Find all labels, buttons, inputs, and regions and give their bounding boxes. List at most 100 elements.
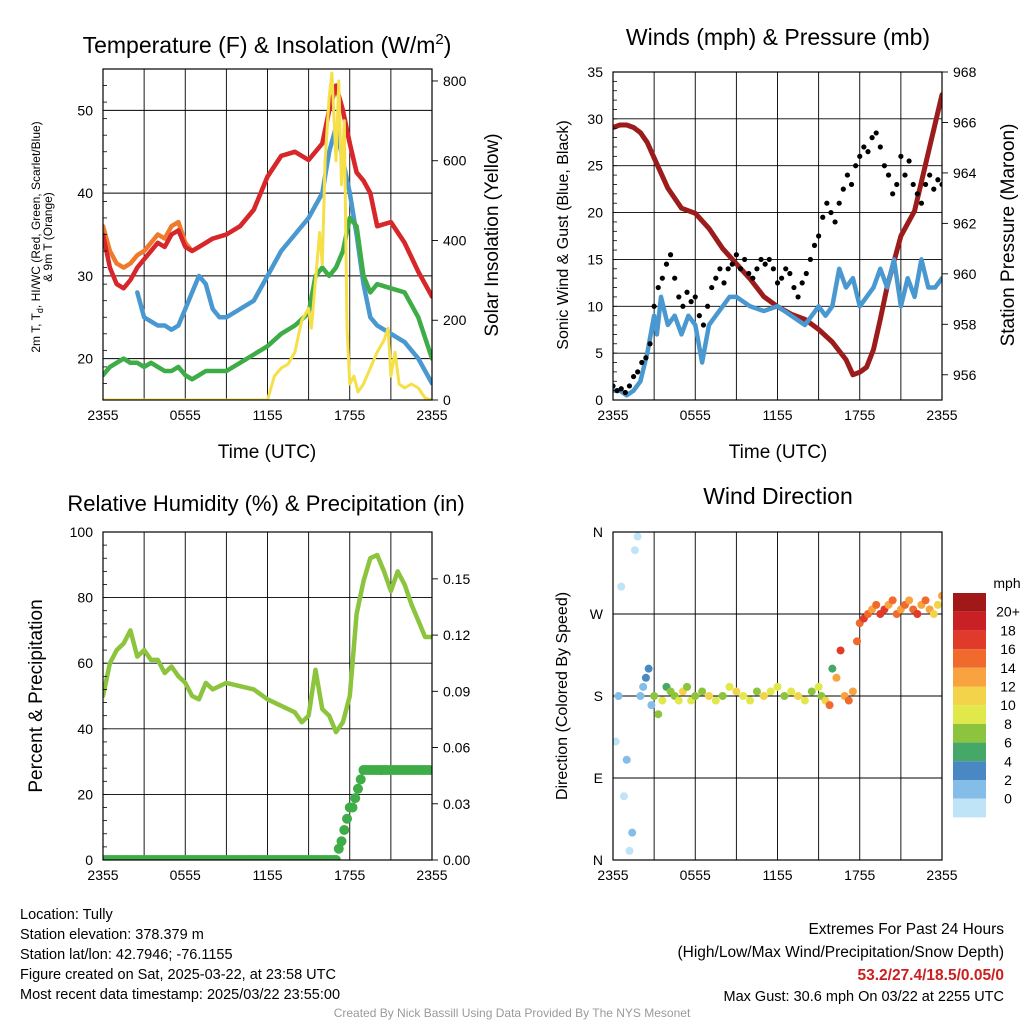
wind-gust-point (799, 280, 805, 286)
max-gust-text: Max Gust: 30.6 mph On 03/22 at 2255 UTC (723, 989, 1004, 1005)
temp-x-tick-label: 0555 (170, 407, 201, 423)
wind-gust-point (873, 130, 879, 136)
dir-x-tick-label: 2355 (597, 867, 628, 883)
dir-direction-point (746, 696, 755, 705)
dir-direction-point (921, 596, 930, 605)
wind-gust-point (676, 294, 682, 300)
direction-panel: Wind Direction Direction (Colored By Spe… (554, 483, 1021, 800)
dir-direction-point (644, 664, 653, 673)
wind-gust-point (910, 181, 916, 188)
direction-chart-title: Wind Direction (703, 483, 853, 509)
dir-direction-point (853, 637, 862, 646)
wind-y-tick-label: 25 (587, 158, 603, 174)
temp-y-tick-label: 50 (77, 102, 93, 118)
elevation-text: Station elevation: 378.379 m (20, 927, 204, 943)
wind-x-tick-label: 2355 (597, 407, 628, 423)
wind-gust-point (758, 256, 764, 263)
svg-text:2m T, Td, HI/WC (Red, Green, S: 2m T, Td, HI/WC (Red, Green, Scarlet/Blu… (29, 121, 45, 352)
recent-data-text: Most recent data timestamp: 2025/03/22 2… (20, 987, 341, 1003)
location-text: Location: Tully (20, 907, 113, 923)
wind-gust-point (672, 275, 678, 281)
wind-gust-point (902, 172, 908, 178)
humidity-y-axis-label: Percent & Precipitation (26, 599, 47, 792)
wind-gust-point (770, 266, 776, 272)
dir-y-tick-label: S (594, 688, 603, 704)
wind-y2-tick-label: 958 (953, 316, 977, 332)
dir-direction-point (794, 692, 803, 700)
rh-rh-line (103, 552, 432, 735)
rh-precip-point (355, 774, 366, 785)
temp-y-tick-label: 20 (77, 351, 93, 367)
speed-legend-label: 4 (1004, 753, 1012, 769)
extremes-info: Extremes For Past 24 Hours (High/Low/Max… (678, 918, 1005, 1007)
rh-y-tick-label: 20 (77, 786, 93, 802)
dir-direction-point (825, 701, 834, 710)
rh-x-tick-label: 2355 (87, 867, 118, 883)
humidity-panel: Relative Humidity (%) & Precipitation (i… (26, 491, 465, 793)
wind-y2-tick-label: 962 (953, 215, 977, 231)
speed-legend-swatch (953, 798, 986, 818)
wind-gust-point (898, 153, 904, 159)
speed-legend-label: 8 (1004, 716, 1012, 732)
wind-gust-point (709, 284, 715, 291)
wind-gust-point (613, 383, 616, 389)
wind-x-tick-label: 1155 (762, 407, 792, 423)
temp-y2-tick-label: 400 (443, 232, 467, 248)
dir-direction-point (641, 673, 650, 682)
temp-y-tick-label: 30 (77, 268, 93, 284)
wind-gust-point (840, 186, 846, 192)
rh-y2-tick-label: 0.03 (443, 796, 470, 812)
speed-legend-label: 14 (1000, 660, 1016, 676)
wind-gust-point (865, 149, 871, 155)
speed-legend-swatch (953, 667, 986, 687)
wind-gust-point (795, 294, 801, 300)
dir-direction-point (674, 696, 683, 705)
wind-gust-point (704, 303, 711, 309)
wind-plot-frame (612, 71, 943, 401)
rh-precip-point (333, 843, 344, 854)
temp-x-tick-label: 1755 (334, 407, 365, 423)
speed-legend-swatch (953, 649, 986, 668)
dir-direction-point (766, 687, 775, 696)
dir-direction-point (832, 673, 841, 682)
rh-precip-point (339, 825, 350, 836)
dir-direction-point (630, 546, 639, 555)
speed-legend-swatch (953, 611, 986, 631)
dir-direction-point (872, 600, 881, 609)
dir-x-tick-label: 2355 (926, 867, 957, 883)
wind-gust-point (626, 383, 633, 389)
speed-legend-label: 12 (1000, 679, 1016, 695)
wind-x-tick-label: 1755 (844, 407, 875, 423)
wind-y-tick-label: 30 (587, 111, 603, 127)
wind-y-tick-label: 0 (595, 392, 603, 408)
dir-plot-frame (612, 531, 943, 861)
rh-precip-point (424, 765, 432, 776)
wind-chart-title: Winds (mph) & Pressure (mb) (626, 24, 930, 50)
wind-gust-point (922, 181, 929, 188)
station-info: Location: Tully Station elevation: 378.3… (20, 905, 340, 1005)
wind-gust-point (836, 200, 842, 206)
dir-direction-point (828, 664, 837, 673)
rh-y2-tick-label: 0.06 (443, 740, 470, 756)
temp-y-tick-label: 40 (77, 185, 93, 201)
dir-direction-point (836, 646, 845, 655)
temp-t2m-line (103, 83, 432, 299)
rh-y2-tick-label: 0.09 (443, 683, 470, 699)
dir-direction-point (773, 682, 782, 691)
temp-wc-line (135, 124, 432, 386)
wind-gust-point (935, 177, 941, 183)
wind-gust-point (754, 266, 760, 272)
wind-gust-point (832, 219, 838, 225)
wind-gust-point (820, 214, 826, 220)
temp-plot-frame (102, 68, 433, 401)
dir-direction-point (752, 687, 761, 696)
wind-gust-point (746, 270, 752, 277)
wind-gust-point (635, 369, 641, 375)
wind-gust-point (848, 181, 855, 188)
dir-direction-point (617, 582, 626, 591)
dir-direction-point (619, 792, 628, 801)
wind-gust-point (655, 284, 661, 291)
wind-gust-point (927, 172, 933, 178)
wind-gust-point (659, 275, 665, 281)
